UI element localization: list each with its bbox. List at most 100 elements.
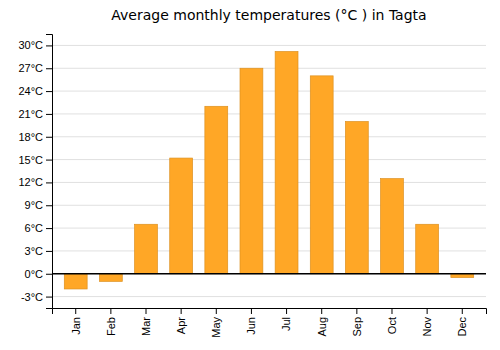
y-tick: -3°C — [21, 291, 52, 303]
y-tick: 0°C — [25, 268, 52, 280]
y-tick-label: 21°C — [18, 108, 43, 120]
x-tick-mark — [181, 308, 182, 314]
x-tick: Dec — [456, 308, 468, 337]
y-tick-mark — [46, 274, 52, 275]
y-axis: -3°C 0°C 3°C 6°C 9°C 12°C 15°C 18°C 21°C 24°C 27°C… — [18, 35, 52, 309]
zero-line — [52, 273, 486, 275]
x-tick-mark — [110, 308, 111, 314]
bar — [205, 106, 228, 273]
x-tick-label: Dec — [456, 317, 468, 337]
grid-line — [52, 296, 486, 297]
bar — [135, 224, 158, 273]
x-tick-mark — [251, 308, 252, 314]
x-tick-label: Feb — [105, 317, 117, 336]
x-tick-mark — [216, 308, 217, 314]
x-tick-label: Oct — [386, 317, 398, 334]
grid-line — [52, 182, 486, 183]
x-tick-mark — [391, 308, 392, 314]
x-tick-mark — [427, 308, 428, 314]
x-tick: May — [210, 308, 222, 338]
x-tick-label: Sep — [351, 317, 363, 337]
x-tick: Sep — [351, 308, 363, 337]
y-tick-label: -3°C — [21, 291, 43, 303]
grid-line — [52, 205, 486, 206]
x-tick-mark — [75, 308, 76, 314]
y-tick: 12°C — [18, 176, 52, 188]
x-tick-label: Mar — [140, 317, 152, 336]
x-tick-label: May — [210, 317, 222, 338]
y-tick-mark — [46, 137, 52, 138]
bars — [64, 52, 473, 289]
y-tick-label: 3°C — [25, 245, 44, 257]
y-tick-label: 24°C — [18, 85, 43, 97]
x-tick: Aug — [316, 308, 328, 337]
y-tick-mark — [46, 228, 52, 229]
x-tick: Mar — [140, 308, 152, 336]
y-tick: 30°C — [18, 39, 52, 51]
y-tick-label: 15°C — [18, 154, 43, 166]
x-tick-mark — [356, 308, 357, 314]
bar — [345, 122, 368, 274]
y-tick-mark — [46, 182, 52, 183]
x-tick-mark — [321, 308, 322, 314]
chart: -3°C 0°C 3°C 6°C 9°C 12°C 15°C 18°C 21°C 24°C 27°C… — [0, 0, 500, 350]
bar — [310, 76, 333, 274]
y-tick-label: 9°C — [25, 199, 44, 211]
bar — [240, 68, 263, 274]
y-tick: 3°C — [25, 245, 52, 257]
grid-line — [52, 273, 486, 274]
x-axis-line — [53, 309, 487, 315]
x-tick-label: Apr — [175, 317, 187, 334]
y-tick-mark — [46, 160, 52, 161]
x-tick: Apr — [175, 308, 187, 334]
x-tick-mark — [462, 308, 463, 314]
x-tick-mark — [146, 308, 147, 314]
y-tick-label: 0°C — [25, 268, 44, 280]
x-tick: Feb — [105, 308, 117, 336]
y-tick: 24°C — [18, 85, 52, 97]
y-tick: 27°C — [18, 62, 52, 74]
y-tick-label: 27°C — [18, 62, 43, 74]
grid-line — [52, 136, 486, 137]
x-tick: Jul — [280, 308, 292, 331]
x-tick-mark — [286, 308, 287, 314]
y-tick-label: 12°C — [18, 176, 43, 188]
y-tick: 21°C — [18, 108, 52, 120]
x-tick: Nov — [421, 308, 433, 337]
y-tick-mark — [46, 114, 52, 115]
y-tick-mark — [46, 205, 52, 206]
x-tick-label: Jul — [280, 317, 292, 331]
x-tick: Jun — [245, 308, 257, 335]
x-tick: Oct — [386, 308, 398, 334]
y-tick-label: 6°C — [25, 222, 44, 234]
x-tick-label: Jan — [70, 317, 82, 335]
plot-area: -3°C 0°C 3°C 6°C 9°C 12°C 15°C 18°C 21°C 24°C 27°C… — [18, 35, 486, 338]
y-tick: 6°C — [25, 222, 52, 234]
x-axis: Jan Feb Mar Apr May Jun Jul Aug Sep Oct Nov Dec — [53, 308, 487, 338]
y-tick-mark — [46, 91, 52, 92]
bar — [381, 179, 404, 274]
y-tick-mark — [46, 68, 52, 69]
bar — [64, 274, 87, 289]
y-tick-mark — [46, 45, 52, 46]
y-tick-mark — [46, 297, 52, 298]
grid — [52, 45, 486, 296]
grid-line — [52, 159, 486, 160]
x-tick-label: Nov — [421, 317, 433, 337]
bar — [170, 158, 193, 274]
grid-line — [52, 113, 486, 114]
grid-line — [52, 45, 486, 46]
grid-line — [52, 91, 486, 92]
bar — [416, 224, 439, 273]
y-tick-label: 30°C — [18, 39, 43, 51]
title: Average monthly temperatures (°C ) in Ta… — [111, 7, 426, 23]
y-tick-mark — [46, 251, 52, 252]
y-tick: 15°C — [18, 154, 52, 166]
grid-line — [52, 68, 486, 69]
bar — [275, 52, 298, 274]
y-tick-label: 18°C — [18, 131, 43, 143]
y-tick: 9°C — [25, 199, 52, 211]
bar — [99, 274, 122, 282]
y-tick: 18°C — [18, 131, 52, 143]
x-tick-label: Jun — [245, 317, 257, 335]
